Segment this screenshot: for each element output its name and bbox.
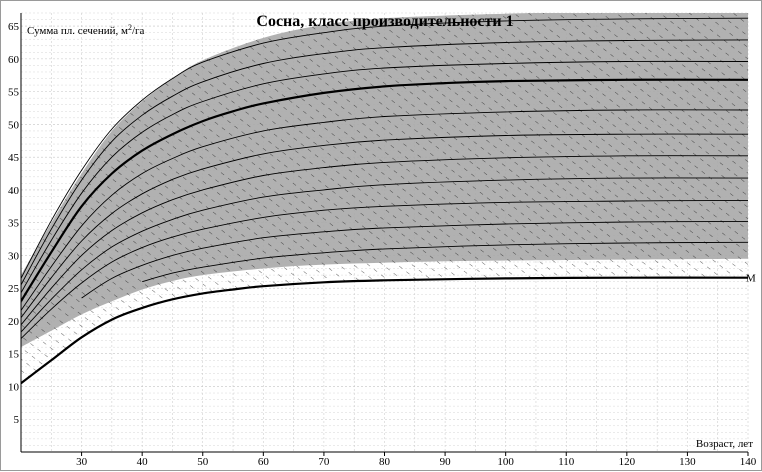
x-tick-label: 40 bbox=[137, 456, 149, 468]
range-band bbox=[21, 13, 748, 384]
x-axis-label: Возраст, лет bbox=[696, 438, 753, 450]
y-axis-label: Сумма пл. сечений, м2/га bbox=[27, 23, 145, 37]
series-line-3 bbox=[21, 39, 748, 286]
series-line-6 bbox=[21, 133, 748, 318]
series-line-8 bbox=[21, 177, 748, 333]
y-tick-label: 25 bbox=[8, 283, 20, 295]
y-tick-label: 50 bbox=[8, 119, 20, 131]
y-tick-label: 60 bbox=[8, 54, 20, 66]
y-tick-label: 30 bbox=[8, 250, 20, 262]
x-tick-label: 130 bbox=[679, 456, 696, 468]
series-line-4 bbox=[21, 60, 748, 294]
x-tick-label: 90 bbox=[440, 456, 452, 468]
x-tick-label: 120 bbox=[619, 456, 636, 468]
series-line-7 bbox=[21, 155, 748, 326]
y-tick-label: 20 bbox=[8, 316, 20, 328]
x-tick-label: 70 bbox=[318, 456, 330, 468]
series-line-10 bbox=[81, 220, 748, 299]
chart-title: Сосна, класс производительности 1 bbox=[256, 13, 513, 30]
series-line-0 bbox=[21, 276, 748, 385]
y-tick-label: 65 bbox=[8, 21, 20, 33]
x-tick-label: 60 bbox=[258, 456, 270, 468]
y-tick-label: 45 bbox=[8, 152, 20, 164]
x-tick-label: 50 bbox=[197, 456, 209, 468]
tick-labels: 30 40 50 60 70 80 90 100 110 120 130 140 5 10 15 20 25 30… bbox=[8, 21, 757, 468]
y-axis-label-sup: 2 bbox=[128, 23, 132, 32]
y-tick-label: 5 bbox=[14, 414, 20, 426]
series-line-9 bbox=[21, 199, 748, 339]
x-tick-label: 80 bbox=[379, 456, 391, 468]
y-tick-label: 10 bbox=[8, 381, 20, 393]
y-tick-label: 40 bbox=[8, 185, 20, 197]
x-tick-label: 30 bbox=[76, 456, 88, 468]
x-tick-label: 110 bbox=[558, 456, 575, 468]
series-group bbox=[21, 17, 748, 385]
x-tick-label: 100 bbox=[497, 456, 514, 468]
x-tick-label: 140 bbox=[740, 456, 757, 468]
series-line-1 bbox=[21, 78, 748, 302]
series-line-2 bbox=[21, 17, 748, 279]
series-line-5 bbox=[21, 109, 748, 311]
y-axis-label-suffix: /га bbox=[132, 25, 145, 37]
y-tick-label: 35 bbox=[8, 218, 20, 230]
y-tick-label: 55 bbox=[8, 87, 20, 99]
y-tick-label: 15 bbox=[8, 349, 20, 361]
hatch-region bbox=[21, 13, 748, 384]
series-label-m: M bbox=[746, 273, 756, 285]
series-line-11 bbox=[142, 241, 748, 283]
y-axis-label-prefix: Сумма пл. сечений, м bbox=[27, 25, 128, 37]
